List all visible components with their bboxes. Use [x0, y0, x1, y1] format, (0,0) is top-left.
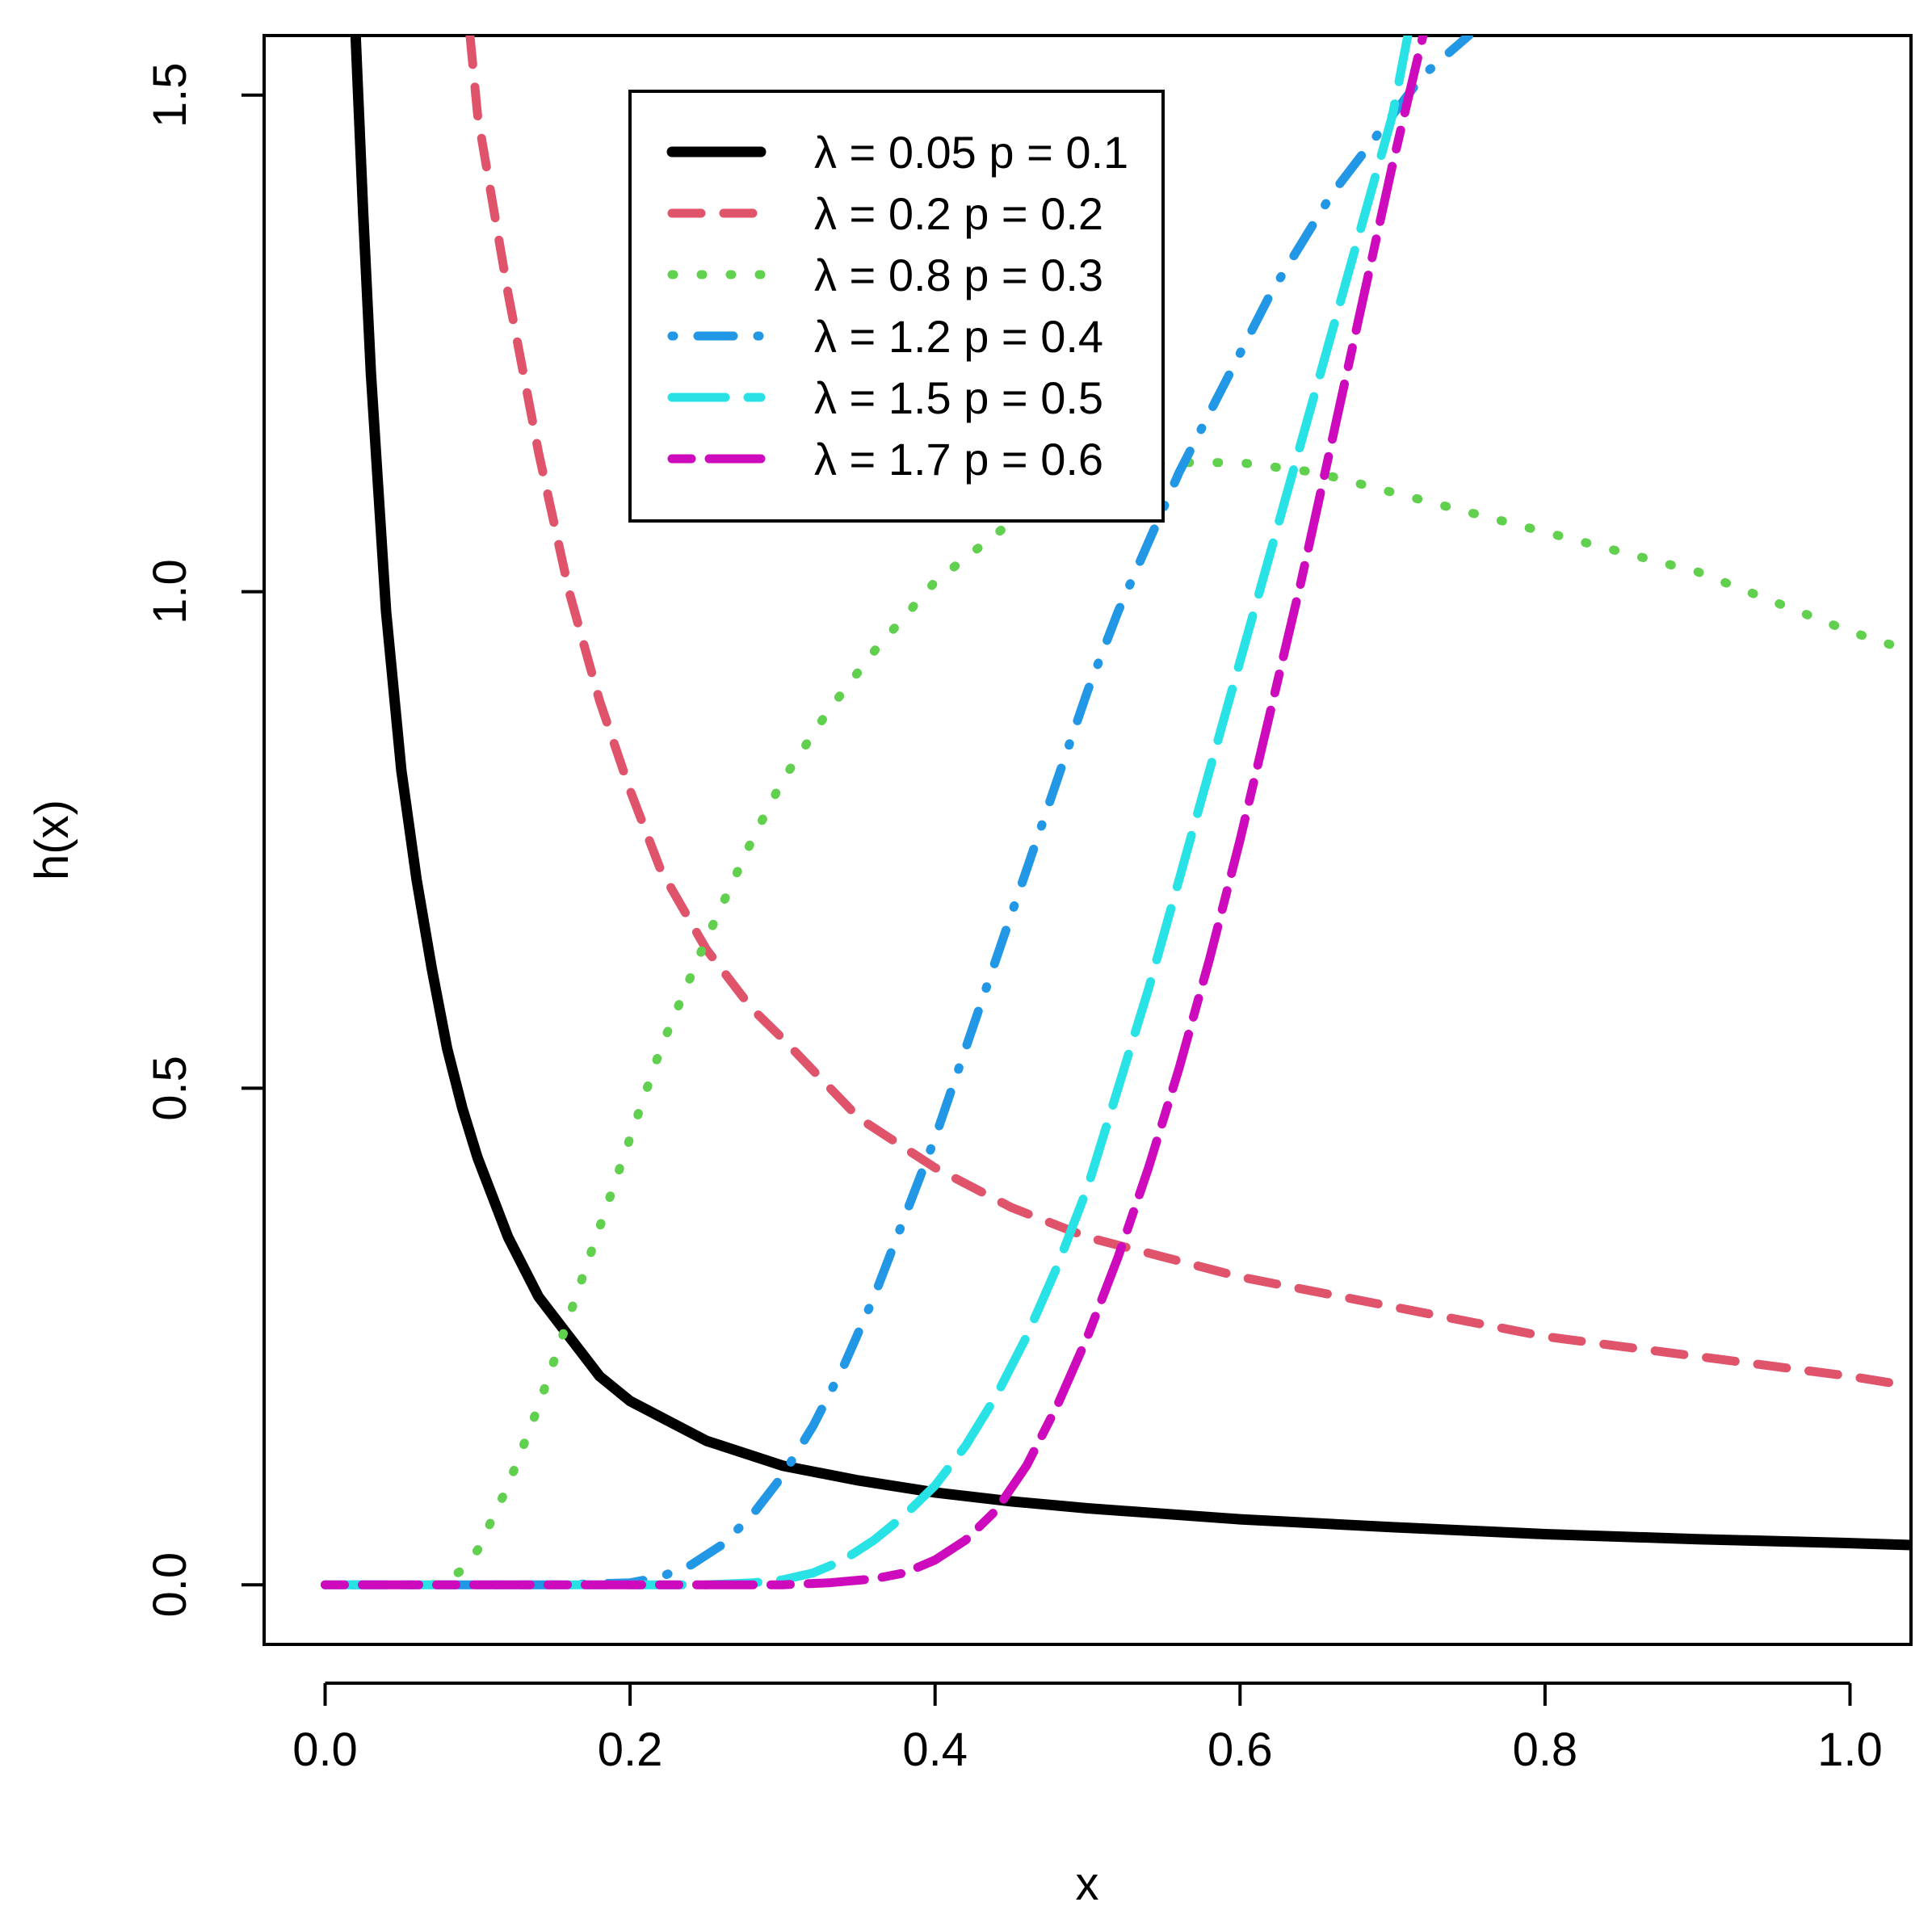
x-tick-label: 0.4	[902, 1724, 968, 1776]
y-tick-label: 0.0	[144, 1552, 196, 1618]
series-line-2	[465, 36, 1911, 1391]
y-tick-label: 1.0	[144, 559, 196, 624]
legend-label-5: λ = 1.5 p = 0.5	[814, 372, 1103, 423]
x-tick-label: 0.8	[1513, 1724, 1578, 1776]
x-tick-label: 1.0	[1817, 1724, 1883, 1776]
series-line-5	[321, 36, 1413, 1589]
legend-box	[628, 90, 1165, 523]
x-axis: 0.0 0.2 0.4 0.6 0.8 1.0	[292, 1682, 1883, 1776]
x-tick-label: 0.2	[598, 1724, 663, 1776]
series-line-1	[350, 36, 1911, 1551]
legend-label-6: λ = 1.7 p = 0.6	[814, 434, 1103, 485]
legend-label-2: λ = 0.2 p = 0.2	[814, 188, 1103, 239]
y-tick-label: 0.5	[144, 1056, 196, 1121]
legend: λ = 0.05 p = 0.1 λ = 0.2 p = 0.2 λ = 0.8 p…	[628, 90, 1165, 523]
legend-label-1: λ = 0.05 p = 0.1	[814, 127, 1128, 178]
y-tick-label: 1.5	[144, 62, 196, 128]
series-line-6	[321, 36, 1428, 1589]
series-layer	[321, 36, 1911, 1589]
x-axis-label: x	[1076, 1858, 1099, 1910]
legend-label-4: λ = 1.2 p = 0.4	[814, 311, 1103, 362]
y-axis: 0.0 0.5 1.0 1.5	[144, 62, 266, 1618]
x-tick-label: 0.6	[1208, 1724, 1273, 1776]
series-line-3	[427, 458, 1911, 1589]
legend-label-3: λ = 0.8 p = 0.3	[814, 250, 1103, 300]
y-axis-label: h(x)	[26, 800, 78, 880]
series-line-4	[321, 36, 1473, 1589]
x-tick-label: 0.0	[292, 1724, 358, 1776]
